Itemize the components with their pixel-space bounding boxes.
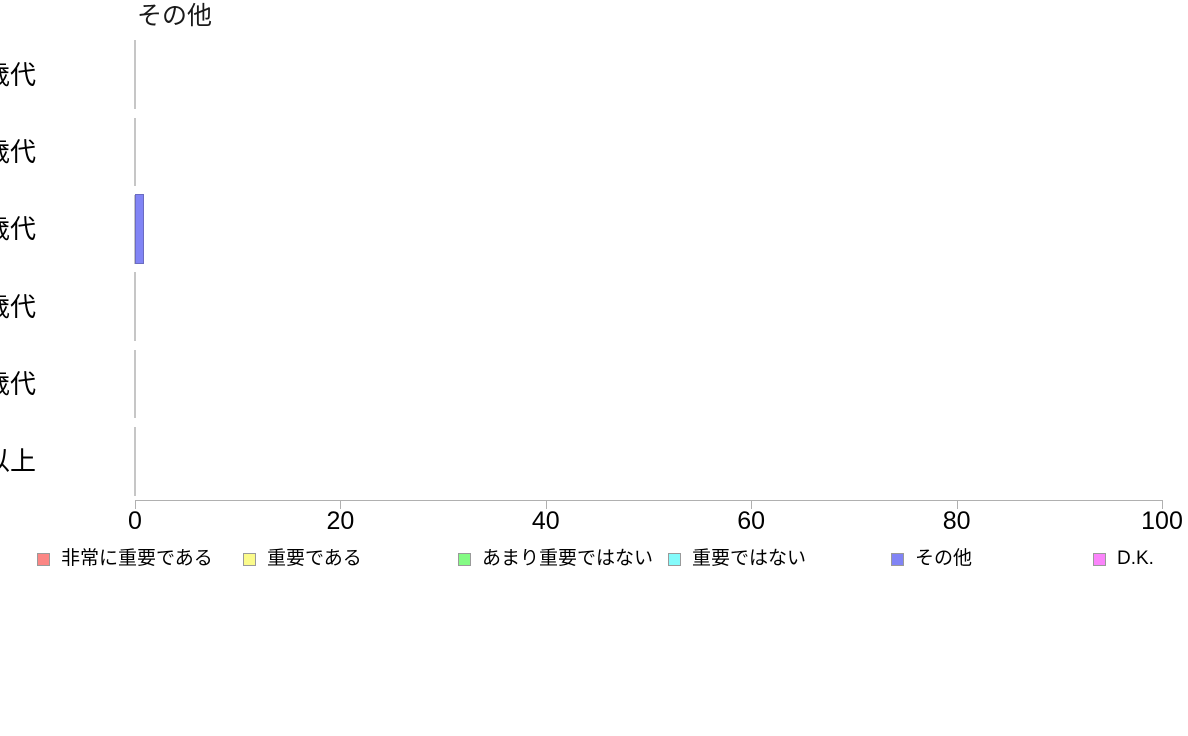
legend-item-重要である[interactable]: 重要である [243, 546, 362, 572]
plot-area [134, 36, 1162, 500]
legend-label-重要ではない: 重要ではない [692, 548, 807, 569]
legend-item-その他[interactable]: その他 [891, 546, 972, 572]
y-axis-tick-50歳代 [134, 272, 136, 342]
x-axis-tick-label-60: 60 [737, 507, 766, 535]
x-axis-tick-40 [545, 500, 547, 509]
y-axis-label-70歳以上: 70歳以上 [0, 446, 36, 477]
y-axis-label-60歳代: 60歳代 [0, 369, 36, 399]
legend-item-D.K.[interactable]: D.K. [1093, 546, 1154, 572]
x-axis-tick-20 [340, 500, 342, 509]
legend-label-あまり重要ではない: あまり重要ではない [482, 548, 654, 569]
y-axis-tick-30歳代 [134, 117, 136, 187]
chart-title: その他 [137, 2, 213, 30]
x-axis-tick-label-20: 20 [326, 507, 355, 535]
y-axis-label-30歳代: 30歳代 [0, 137, 36, 167]
y-axis-tick-60歳代 [134, 349, 136, 419]
x-axis-tick-label-0: 0 [128, 507, 142, 535]
legend-label-重要である: 重要である [267, 548, 362, 569]
legend-swatch-icon-非常に重要である [37, 552, 50, 566]
legend-swatch-icon-あまり重要ではない [458, 552, 471, 566]
legend-label-D.K.: D.K. [1117, 548, 1154, 569]
x-axis-tick-label-100: 100 [1141, 507, 1183, 535]
x-axis-tick-label-40: 40 [531, 507, 560, 535]
y-axis-tick-20歳代 [134, 40, 136, 110]
legend-swatch-icon-その他 [891, 552, 904, 566]
legend-item-あまり重要ではない[interactable]: あまり重要ではない [458, 546, 653, 572]
y-axis-label-40歳代: 40歳代 [0, 214, 36, 245]
legend-swatch-icon-重要である [243, 552, 256, 566]
legend-item-重要ではない[interactable]: 重要ではない [668, 546, 806, 572]
y-axis-label-50歳代: 50歳代 [0, 291, 36, 322]
x-axis-tick-80 [956, 500, 958, 509]
x-axis-tick-label-80: 80 [942, 507, 971, 535]
x-axis-tick-100 [1162, 500, 1163, 509]
legend-label-その他: その他 [915, 548, 973, 569]
legend-item-非常に重要である[interactable]: 非常に重要である [37, 546, 213, 572]
legend-label-非常に重要である: 非常に重要である [61, 548, 213, 569]
legend-swatch-icon-D.K. [1093, 552, 1106, 566]
x-axis-tick-0 [135, 500, 136, 509]
chart-legend: 非常に重要である 重要である あまり重要ではない 重要ではない その他 D.K. [0, 546, 1188, 572]
y-axis-tick-70歳以上 [134, 426, 136, 496]
x-axis-line [135, 500, 1163, 501]
legend-swatch-icon-重要ではない [668, 552, 681, 566]
x-axis-tick-60 [751, 500, 753, 509]
bar-40歳代-その他[interactable] [135, 194, 145, 265]
y-axis-label-20歳代: 20歳代 [0, 59, 36, 90]
